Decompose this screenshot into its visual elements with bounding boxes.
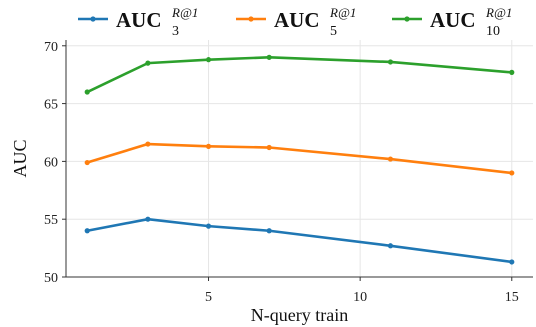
data-point	[145, 216, 151, 222]
data-point	[387, 243, 394, 249]
legend-subscript: 3	[172, 24, 179, 39]
y-axis-title: AUC	[10, 139, 30, 177]
x-tick-label: 15	[505, 290, 519, 305]
series-line	[86, 142, 512, 175]
x-tick-label: 10	[353, 290, 367, 305]
y-tick-label: 65	[44, 98, 58, 113]
data-point	[266, 228, 272, 234]
data-point	[266, 144, 272, 151]
legend-superscript: R@1	[171, 5, 198, 20]
data-point	[84, 228, 90, 234]
x-axis-title: N-query train	[251, 305, 348, 325]
data-point	[387, 156, 394, 162]
legend-superscript: R@1	[329, 5, 356, 20]
data-point	[84, 89, 90, 95]
data-point	[387, 59, 394, 65]
legend-marker	[404, 16, 410, 22]
data-point	[509, 69, 515, 75]
y-tick-label: 55	[44, 213, 58, 228]
y-tick-label: 60	[44, 155, 58, 170]
data-point	[205, 57, 212, 63]
data-point	[145, 141, 151, 147]
y-tick-label: 50	[44, 271, 58, 286]
legend-entry-3: AUC R@1 10	[392, 5, 512, 39]
legend-subscript: 5	[330, 24, 337, 39]
legend-marker	[90, 16, 96, 22]
data-point	[509, 170, 515, 176]
legend-subscript: 10	[486, 24, 500, 39]
series-3	[84, 54, 515, 95]
series-lines	[84, 54, 515, 265]
legend-label: AUC	[116, 8, 162, 32]
tick-labels: 5 10 15 50 55 60 65 70	[44, 40, 519, 305]
x-tick-label: 5	[205, 290, 212, 305]
grid-lines	[66, 40, 533, 278]
legend-label: AUC	[430, 8, 476, 32]
series-2	[84, 141, 515, 176]
legend-marker	[248, 16, 254, 22]
data-point	[145, 60, 151, 66]
y-tick-label: 70	[44, 40, 58, 55]
data-point	[509, 259, 515, 265]
data-point	[205, 223, 212, 229]
legend-entry-2: AUC R@1 5	[236, 5, 356, 39]
data-point	[84, 159, 90, 166]
legend-superscript: R@1	[485, 5, 512, 20]
series-line	[86, 56, 512, 94]
data-point	[205, 143, 212, 149]
legend-label: AUC	[274, 8, 320, 32]
series-1	[84, 216, 515, 265]
axes	[62, 40, 533, 281]
series-line	[86, 217, 512, 264]
data-point	[266, 54, 272, 60]
legend-entry-1: AUC R@1 3	[78, 5, 198, 39]
legend: AUC R@1 3 AUC R@1 5 AUC R@1 10	[78, 5, 512, 39]
